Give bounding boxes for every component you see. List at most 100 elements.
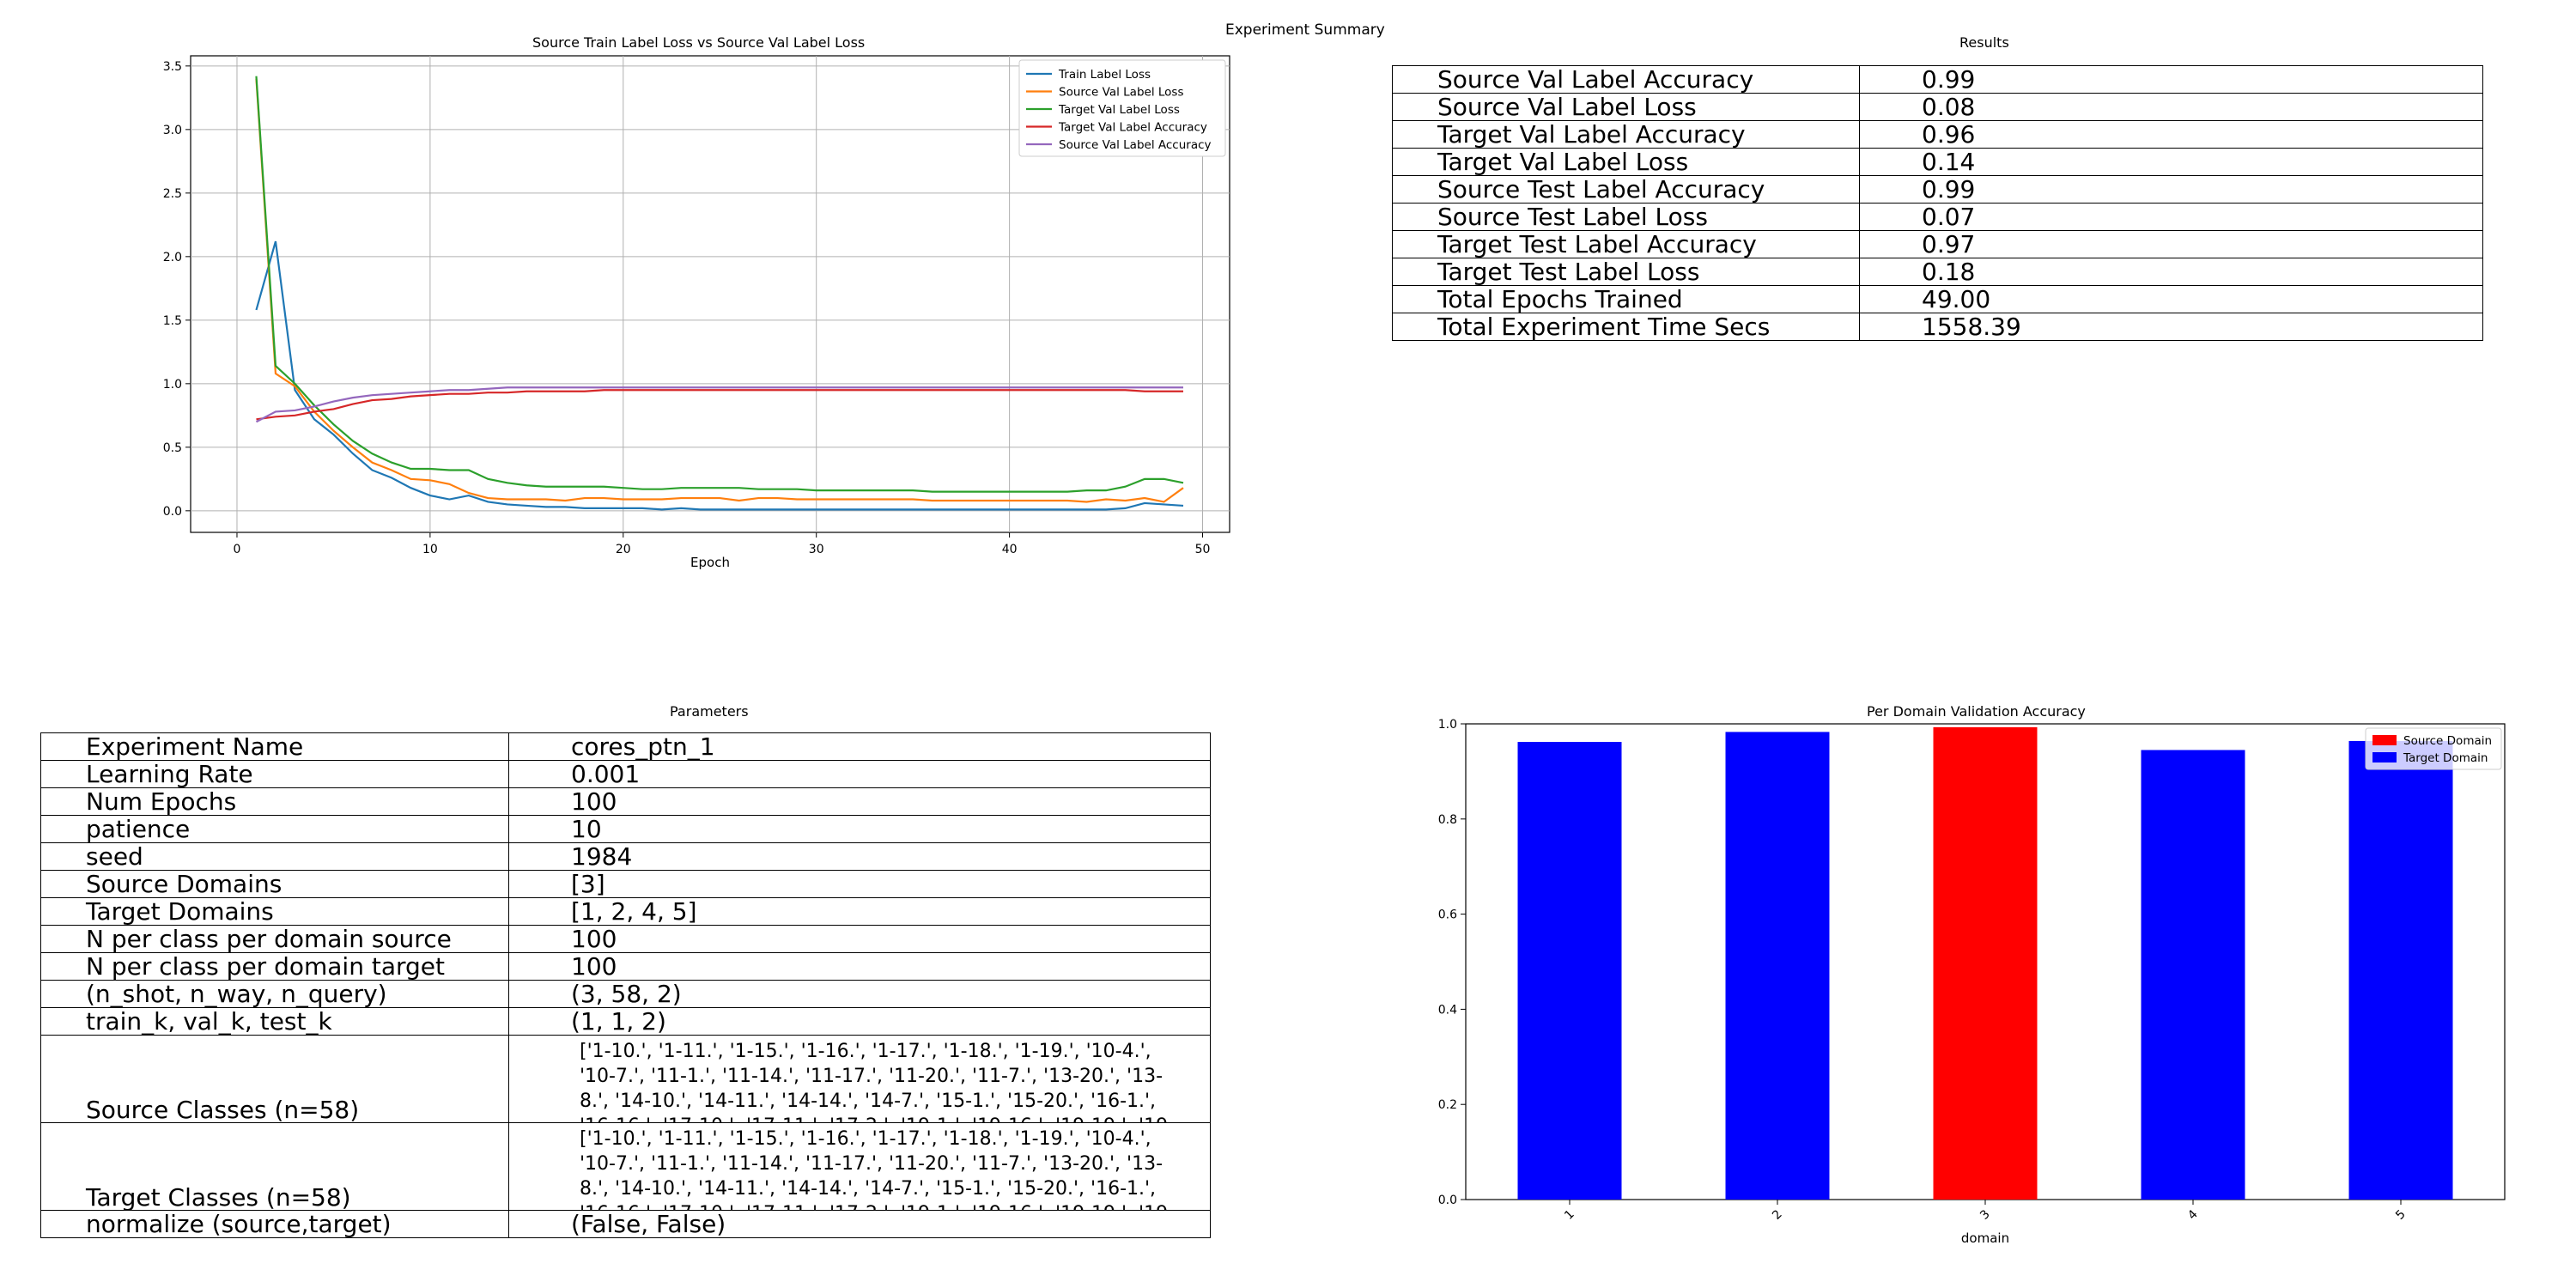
- param-row: Experiment Name cores_ptn_1: [40, 732, 1211, 761]
- series-line-source-val-label-loss: [255, 78, 1184, 503]
- legend-label: Target Val Label Accuracy: [1058, 121, 1207, 135]
- y-tick-label: 1.0: [1438, 718, 1457, 732]
- bar-chart: 1 2 3 4 5 0.0 0.2 0.4 0.6 0.8 1.0 domain Source Do…: [1438, 718, 2506, 1246]
- x-tick-label: 5: [2393, 1207, 2409, 1223]
- param-value: (3, 58, 2): [508, 980, 1211, 1008]
- source-classes-label: Source Classes (n=58): [86, 1096, 360, 1124]
- results-value: 0.99: [1859, 65, 2483, 94]
- param-label: patience: [40, 815, 509, 843]
- x-tick-label: 4: [2185, 1207, 2201, 1223]
- param-label: N per class per domain source: [40, 925, 509, 953]
- results-label: Target Test Label Accuracy: [1392, 230, 1860, 258]
- parameters-table: Experiment Name cores_ptn_1 Learning Rate 0…: [40, 732, 1211, 1238]
- param-label: Experiment Name: [40, 732, 509, 761]
- series-line-train-label-loss: [255, 240, 1184, 511]
- bar-chart-title: Per Domain Validation Accuracy: [1867, 703, 2086, 720]
- param-label: train_k, val_k, test_k: [40, 1007, 509, 1036]
- results-value: 0.99: [1859, 175, 2483, 204]
- x-tick-label: 20: [616, 543, 631, 556]
- param-row: (n_shot, n_way, n_query) (3, 58, 2): [40, 980, 1211, 1008]
- y-tick-label: 0.8: [1438, 813, 1457, 827]
- y-tick-label: 2.5: [163, 187, 182, 201]
- results-row: Target Test Label Accuracy 0.97: [1392, 230, 2483, 258]
- param-label: Target Domains: [40, 897, 509, 926]
- y-tick-label: 0.0: [163, 505, 182, 519]
- results-row: Target Val Label Accuracy 0.96: [1392, 120, 2483, 149]
- loss-legend-box: [1018, 59, 1226, 157]
- results-value: 0.18: [1859, 258, 2483, 286]
- results-row: Target Val Label Loss 0.14: [1392, 148, 2483, 176]
- x-tick-label: 10: [422, 543, 438, 556]
- loss-chart-grid: [191, 56, 1230, 532]
- loss-chart: 0 10 20 30 40 50 0.0 0.5 1.0 1.5 2.0 2.5 3.0 3.5 Epoc…: [163, 55, 1230, 570]
- param-row: N per class per domain target 100: [40, 952, 1211, 981]
- figure-title: Experiment Summary: [1225, 21, 1385, 39]
- results-value: 49.00: [1859, 285, 2483, 313]
- results-label: Source Val Label Accuracy: [1392, 65, 1860, 94]
- results-value: 0.97: [1859, 230, 2483, 258]
- legend-swatch: [2372, 752, 2397, 762]
- y-tick-label: 0.5: [163, 441, 182, 455]
- param-value: 100: [508, 952, 1211, 981]
- results-value: 0.07: [1859, 203, 2483, 231]
- results-row: Source Test Label Accuracy 0.99: [1392, 175, 2483, 204]
- x-tick-label: 0: [234, 543, 241, 556]
- results-label: Target Val Label Loss: [1392, 148, 1860, 176]
- loss-chart-xlabel: Epoch: [690, 555, 730, 570]
- param-row: Source Domains [3]: [40, 870, 1211, 898]
- y-tick-label: 0.4: [1438, 1003, 1457, 1017]
- param-value: 0.001: [508, 760, 1211, 788]
- param-row: N per class per domain source 100: [40, 925, 1211, 953]
- legend-label: Target Domain: [2403, 751, 2488, 765]
- param-row: Num Epochs 100: [40, 787, 1211, 816]
- results-row: Source Val Label Accuracy 0.99: [1392, 65, 2483, 94]
- results-label: Target Val Label Accuracy: [1392, 120, 1860, 149]
- y-tick-label: 2.0: [163, 251, 182, 264]
- results-row: Total Epochs Trained 49.00: [1392, 285, 2483, 313]
- loss-chart-legend: Train Label Loss Source Val Label Loss Tar…: [1018, 59, 1226, 157]
- results-title: Results: [1959, 34, 2009, 51]
- param-value: [3]: [508, 870, 1211, 898]
- legend-label: Source Domain: [2403, 734, 2492, 748]
- source-classes-row: Source Classes (n=58) ['1-10.', '1-11.',…: [40, 1035, 1211, 1124]
- param-row: Learning Rate 0.001: [40, 760, 1211, 788]
- param-value: 100: [508, 787, 1211, 816]
- results-row: Total Experiment Time Secs 1558.39: [1392, 313, 2483, 341]
- series-line-target-val-label-accuracy: [256, 389, 1184, 421]
- bar-domain-4: [2141, 750, 2245, 1200]
- results-label: Target Test Label Loss: [1392, 258, 1860, 286]
- results-label: Total Epochs Trained: [1392, 285, 1860, 313]
- series-line-target-val-label-loss: [255, 76, 1184, 493]
- results-value: 1558.39: [1859, 313, 2483, 341]
- param-row: seed 1984: [40, 842, 1211, 871]
- bar-domain-1: [1517, 742, 1622, 1200]
- legend-label: Source Val Label Loss: [1059, 86, 1183, 100]
- bar-chart-xlabel: domain: [1961, 1230, 2009, 1246]
- x-tick-label: 50: [1195, 543, 1211, 556]
- y-tick-label: 0.6: [1438, 908, 1457, 922]
- legend-label: Target Val Label Loss: [1058, 103, 1180, 117]
- results-row: Target Test Label Loss 0.18: [1392, 258, 2483, 286]
- target-classes-label: Target Classes (n=58): [86, 1183, 351, 1212]
- param-label: seed: [40, 842, 509, 871]
- loss-chart-ticks: 0 10 20 30 40 50 0.0 0.5 1.0 1.5 2.0 2.5 3.0 3.5: [163, 60, 1211, 556]
- results-table: Source Val Label Accuracy 0.99 Source Val …: [1392, 65, 2483, 341]
- bar-legend-box: [2365, 727, 2502, 770]
- param-row: Target Domains [1, 2, 4, 5]: [40, 897, 1211, 926]
- param-label: Learning Rate: [40, 760, 509, 788]
- target-classes-list: ['1-10.', '1-11.', '1-15.', '1-16.', '1-…: [580, 1128, 1175, 1211]
- param-value: 100: [508, 925, 1211, 953]
- y-tick-label: 3.5: [163, 60, 182, 74]
- x-tick-label: 3: [1978, 1207, 1993, 1223]
- y-tick-label: 0.2: [1438, 1098, 1457, 1112]
- param-label: (n_shot, n_way, n_query): [40, 980, 509, 1008]
- legend-swatch: [2372, 735, 2397, 745]
- normalize-row: normalize (source,target) (False, False): [40, 1210, 1211, 1238]
- results-value: 0.08: [1859, 93, 2483, 121]
- param-row: train_k, val_k, test_k (1, 1, 2): [40, 1007, 1211, 1036]
- y-tick-label: 3.0: [163, 124, 182, 137]
- param-value: (1, 1, 2): [508, 1007, 1211, 1036]
- x-tick-label: 30: [809, 543, 824, 556]
- param-value: [1, 2, 4, 5]: [508, 897, 1211, 926]
- normalize-value: (False, False): [571, 1210, 726, 1238]
